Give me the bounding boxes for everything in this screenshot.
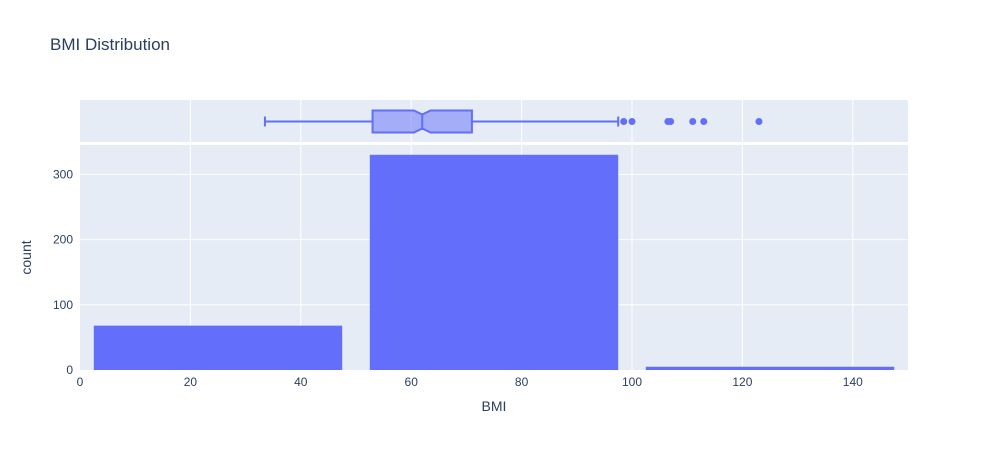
x-tick-label: 40 (294, 375, 308, 389)
histogram-bar[interactable] (645, 366, 895, 370)
chart-title: BMI Distribution (50, 35, 170, 54)
outlier-point[interactable] (620, 118, 628, 125)
x-tick-label: 100 (622, 375, 642, 389)
box-plot[interactable] (263, 109, 763, 134)
histogram-bars[interactable] (93, 154, 895, 370)
histogram-bar[interactable] (369, 154, 619, 370)
outlier-point[interactable] (755, 118, 763, 125)
outlier-point[interactable] (667, 118, 675, 125)
y-tick-label: 100 (53, 298, 73, 312)
y-axis-title: count (18, 240, 34, 274)
outlier-point[interactable] (628, 118, 636, 125)
y-tick-label: 200 (53, 233, 73, 247)
x-tick-label: 0 (77, 375, 84, 389)
x-tick-label: 140 (843, 375, 863, 389)
y-tick-label: 300 (53, 167, 73, 181)
histogram-bar[interactable] (93, 325, 343, 370)
outlier-point[interactable] (689, 118, 697, 125)
x-axis-ticks: 0 20 40 60 80 100 120 140 (77, 375, 863, 389)
x-tick-label: 80 (515, 375, 529, 389)
outlier-point[interactable] (700, 118, 708, 125)
x-tick-label: 20 (184, 375, 198, 389)
x-tick-label: 60 (405, 375, 419, 389)
y-axis-ticks: 0 100 200 300 (53, 167, 73, 377)
y-tick-label: 0 (66, 363, 73, 377)
x-axis-title: BMI (482, 398, 507, 414)
x-tick-label: 120 (732, 375, 752, 389)
